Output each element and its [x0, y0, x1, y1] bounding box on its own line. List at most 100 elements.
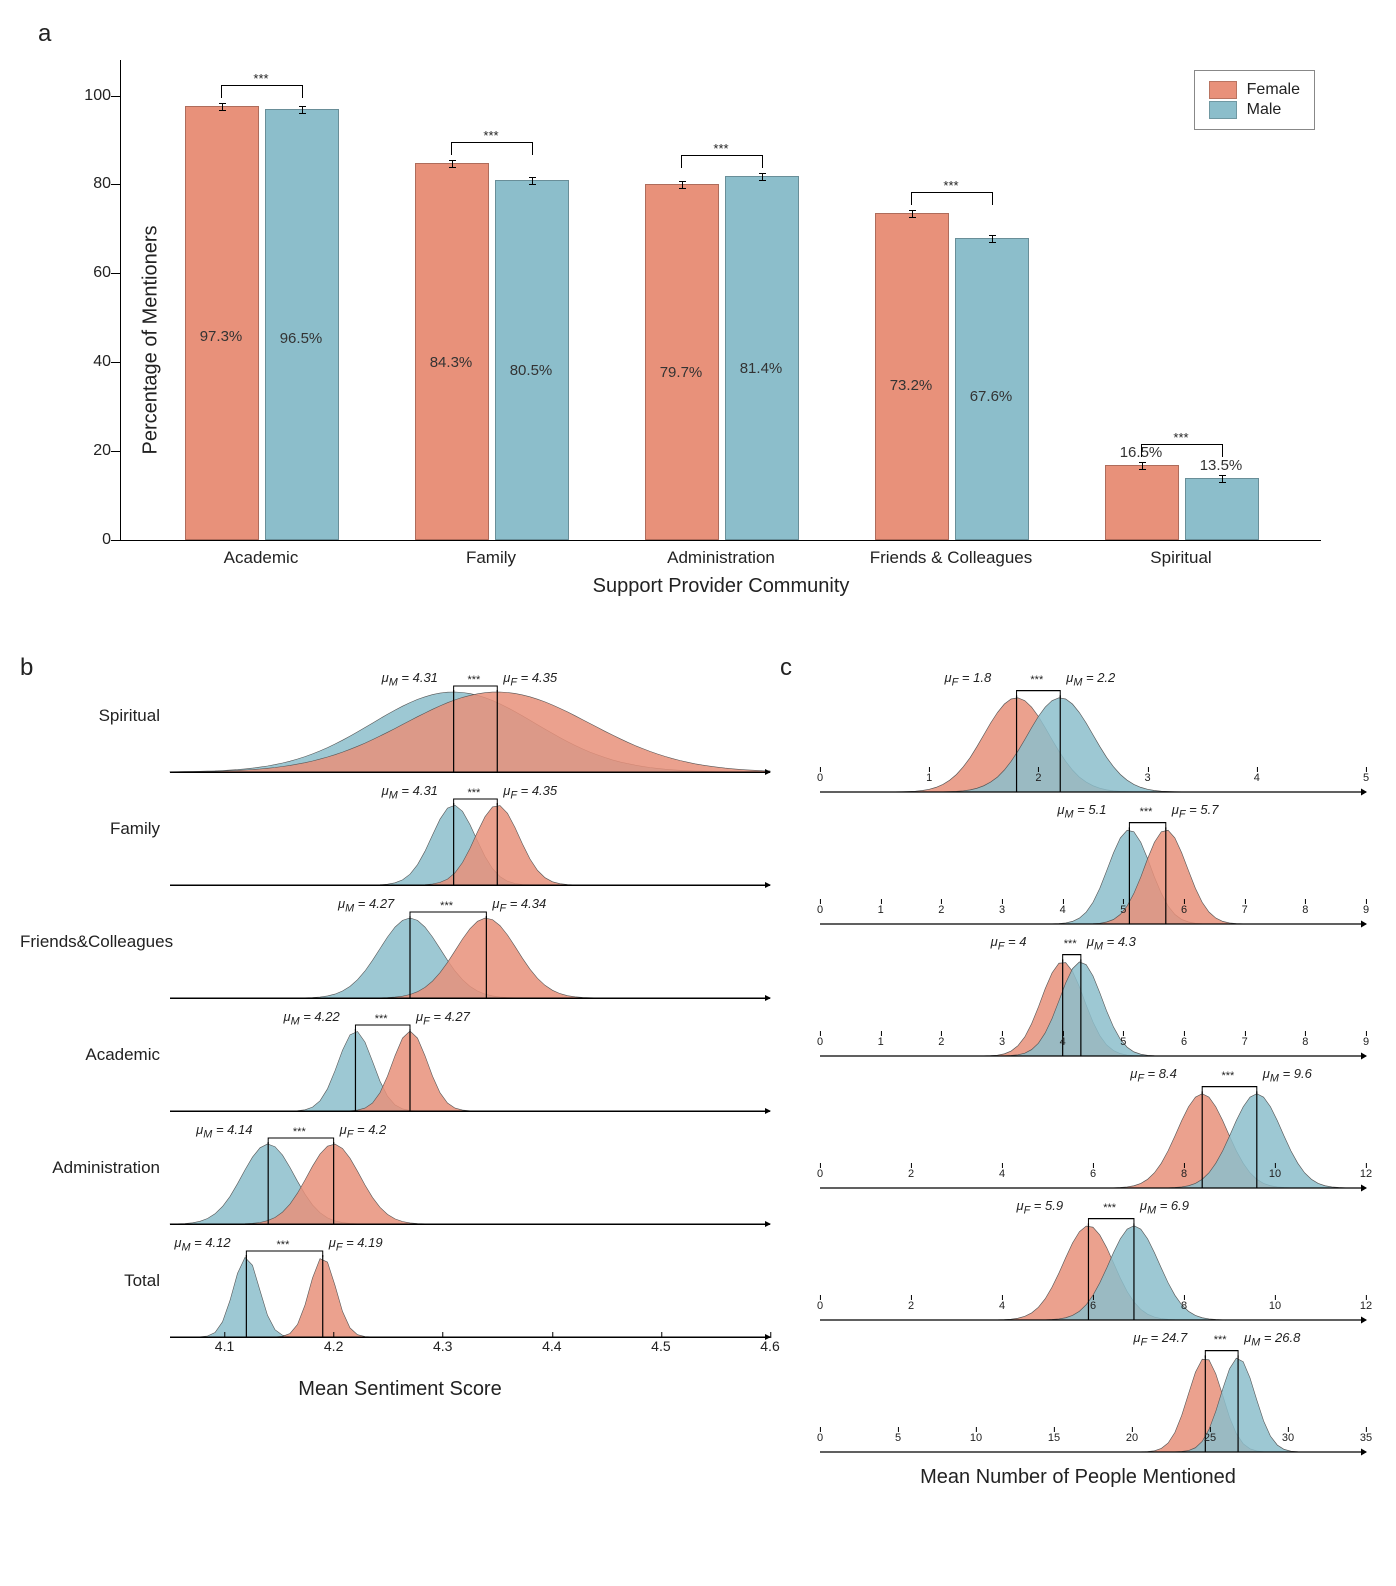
legend-swatch-female: [1209, 81, 1237, 99]
x-tick: 6: [1090, 1300, 1096, 1312]
mu-label-right: μF = 4.34: [492, 896, 546, 915]
x-tick: 4.5: [651, 1338, 670, 1354]
significance-bracket: [221, 85, 303, 98]
mu-label-right: μM = 9.6: [1263, 1066, 1312, 1085]
y-axis-label: Percentage of Mentioners: [140, 225, 163, 454]
x-tick-label: Administration: [631, 548, 811, 568]
x-tick: 2: [938, 1036, 944, 1048]
x-tick: 1: [878, 1036, 884, 1048]
ridge-row-label: Administration: [20, 1158, 160, 1178]
x-tick: 0: [817, 1168, 823, 1180]
mu-label-left: μM = 4.14: [196, 1122, 252, 1141]
mu-label-right: μF = 5.7: [1172, 802, 1219, 821]
mu-label-left: μF = 24.7: [1133, 1330, 1187, 1349]
legend-label-male: Male: [1247, 101, 1282, 119]
x-tick: 3: [1145, 772, 1151, 784]
ridge-column-c: μF = 1.8***μM = 2.2012345μM = 5.1***μF =…: [820, 660, 1366, 1452]
bar-value-label: 67.6%: [955, 388, 1027, 405]
x-tick: 5: [895, 1432, 901, 1444]
x-axis-title-b: Mean Sentiment Score: [20, 1378, 780, 1401]
bar-male: [1185, 478, 1259, 540]
bar-female: [1105, 465, 1179, 540]
x-tick-label: Spiritual: [1091, 548, 1271, 568]
bar-female: [415, 163, 489, 540]
legend-item-male: Male: [1209, 101, 1300, 119]
x-tick: 1: [878, 904, 884, 916]
ridge-row-label: Total: [20, 1271, 160, 1291]
significance-bracket: [451, 142, 533, 155]
x-tick: 8: [1302, 1036, 1308, 1048]
density-male: [170, 1032, 770, 1112]
mu-label-right: μF = 4.2: [340, 1122, 387, 1141]
significance-stars: ***: [1030, 674, 1043, 686]
ridge-row: TotalμM = 4.12***μF = 4.19: [170, 1225, 770, 1338]
significance-stars: ***: [1103, 1202, 1116, 1214]
significance-bracket: [911, 192, 993, 205]
x-tick: 12: [1360, 1168, 1372, 1180]
y-tick-label: 80: [71, 175, 111, 193]
x-tick: 4.1: [215, 1338, 234, 1354]
legend: Female Male: [1194, 70, 1315, 130]
x-tick: 12: [1360, 1300, 1372, 1312]
x-tick: 4.2: [324, 1338, 343, 1354]
ridge-row: μF = 4***μM = 4.30123456789: [820, 924, 1366, 1056]
mu-label-left: μM = 4.31: [382, 670, 438, 689]
y-tick-label: 40: [71, 353, 111, 371]
density-male: [820, 830, 1366, 924]
y-tick-label: 20: [71, 442, 111, 460]
mu-label-left: μM = 4.31: [382, 783, 438, 802]
x-tick: 0: [817, 904, 823, 916]
ridge-row: FamilyμM = 4.31***μF = 4.35: [170, 773, 770, 886]
significance-stars: ***: [440, 900, 453, 912]
mu-label-right: μM = 26.8: [1244, 1330, 1300, 1349]
density-female: [170, 692, 770, 772]
x-tick: 3: [999, 904, 1005, 916]
ridge-row-label: Academic: [20, 1045, 160, 1065]
panel-a: a Percentage of Mentioners Support Provi…: [20, 20, 1376, 620]
x-tick: 7: [1242, 904, 1248, 916]
y-tick-label: 0: [71, 531, 111, 549]
significance-stars: ***: [1214, 1334, 1227, 1346]
x-tick: 8: [1181, 1300, 1187, 1312]
panel-c-label: c: [780, 654, 792, 682]
x-tick: 6: [1181, 904, 1187, 916]
mu-label-right: μM = 4.3: [1087, 934, 1136, 953]
density-female: [170, 1031, 770, 1111]
significance-stars: ***: [483, 128, 498, 143]
significance-stars: ***: [277, 1239, 290, 1251]
x-tick: 10: [1269, 1300, 1281, 1312]
x-tick: 30: [1282, 1432, 1294, 1444]
bar-value-label: 80.5%: [495, 362, 567, 379]
significance-stars: ***: [713, 141, 728, 156]
ridge-row: μF = 5.9***μM = 6.9024681012: [820, 1188, 1366, 1320]
bar-value-label: 13.5%: [1185, 457, 1257, 474]
bar-value-label: 97.3%: [185, 328, 257, 345]
bar-male: [265, 109, 339, 540]
significance-stars: ***: [467, 674, 480, 686]
mu-label-right: μF = 4.27: [416, 1009, 470, 1028]
x-tick: 2: [938, 904, 944, 916]
density-male: [820, 962, 1366, 1056]
bar-female: [185, 106, 259, 540]
mu-label-left: μF = 1.8: [945, 670, 992, 689]
x-tick: 6: [1090, 1168, 1096, 1180]
bar-value-label: 81.4%: [725, 360, 797, 377]
mu-label-left: μF = 5.9: [1016, 1198, 1063, 1217]
x-axis-title-c: Mean Number of People Mentioned: [780, 1466, 1376, 1489]
x-tick: 2: [908, 1168, 914, 1180]
x-tick: 4: [1060, 1036, 1066, 1048]
x-tick: 9: [1363, 904, 1369, 916]
x-tick: 25: [1204, 1432, 1216, 1444]
bar-value-label: 79.7%: [645, 364, 717, 381]
x-tick: 0: [817, 1432, 823, 1444]
significance-stars: ***: [467, 787, 480, 799]
x-tick: 0: [817, 772, 823, 784]
significance-bracket: [681, 155, 763, 168]
ridge-row: SpiritualμM = 4.31***μF = 4.35: [170, 660, 770, 773]
density-male: [170, 1257, 770, 1337]
ridge-row-label: Spiritual: [20, 706, 160, 726]
x-tick: 1: [926, 772, 932, 784]
legend-label-female: Female: [1247, 81, 1300, 99]
mu-label-left: μM = 4.22: [283, 1009, 339, 1028]
significance-stars: ***: [375, 1013, 388, 1025]
